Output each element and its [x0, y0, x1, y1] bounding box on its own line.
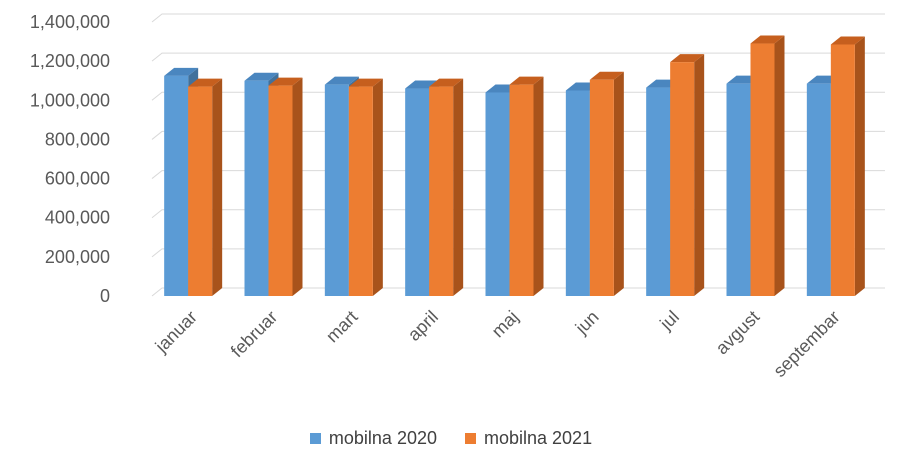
- y-tick-label: 600,000: [45, 169, 110, 189]
- bar-top: [589, 71, 624, 80]
- y-tick-label: 1,000,000: [30, 90, 110, 110]
- x-tick-label: april: [404, 307, 442, 345]
- x-tick-label: septembar: [769, 307, 843, 381]
- y-tick-label: 800,000: [45, 129, 110, 149]
- gridline: [151, 130, 885, 140]
- bar: [164, 75, 189, 296]
- x-tick-label: mart: [322, 307, 362, 347]
- bar-side: [774, 35, 785, 297]
- bar-top: [244, 72, 279, 81]
- x-tick-label: jun: [571, 307, 603, 339]
- bar-side: [694, 54, 705, 296]
- bar: [806, 83, 831, 297]
- bar: [646, 87, 671, 296]
- gridline: [151, 91, 885, 101]
- bar-side: [292, 77, 303, 296]
- y-tick-label: 1,400,000: [30, 12, 110, 32]
- bar-top: [164, 67, 199, 76]
- bar: [750, 43, 775, 297]
- bar-side: [854, 36, 865, 296]
- gridline: [151, 13, 885, 23]
- y-tick-label: 0: [100, 286, 110, 306]
- bar: [726, 83, 751, 297]
- legend-label-2020: mobilna 2020: [328, 428, 437, 448]
- bar-top: [188, 78, 223, 87]
- bar: [188, 86, 213, 296]
- bar: [485, 92, 510, 296]
- bar: [348, 86, 373, 296]
- x-tick-label: jul: [655, 307, 683, 335]
- gridline: [151, 248, 885, 258]
- y-tick-label: 400,000: [45, 208, 110, 228]
- y-tick-label: 200,000: [45, 247, 110, 267]
- legend-item-2021: mobilna 2021: [465, 428, 592, 449]
- bar-top: [509, 76, 544, 85]
- bar-side: [372, 78, 383, 296]
- bar: [670, 62, 695, 296]
- x-tick-label: januar: [151, 307, 201, 357]
- bar: [244, 80, 269, 296]
- legend: mobilna 2020 mobilna 2021: [0, 428, 902, 449]
- legend-label-2021: mobilna 2021: [484, 428, 593, 448]
- bar: [429, 86, 454, 296]
- bar: [324, 84, 349, 296]
- bar: [509, 84, 534, 296]
- bar: [565, 90, 590, 296]
- legend-swatch-2021: [465, 433, 476, 444]
- legend-item-2020: mobilna 2020: [309, 428, 437, 449]
- bar-top: [830, 36, 865, 45]
- x-tick-label: februar: [227, 307, 281, 361]
- bar: [405, 88, 430, 297]
- bar-top: [348, 78, 383, 87]
- bar-top: [268, 77, 303, 86]
- bar-side: [533, 76, 544, 296]
- bar: [589, 79, 614, 296]
- y-tick-label: 1,200,000: [30, 51, 110, 71]
- bar-top: [429, 78, 464, 87]
- gridline: [151, 52, 885, 62]
- bar-top: [750, 35, 785, 44]
- x-tick-label: avgust: [712, 307, 764, 359]
- legend-swatch-2020: [309, 433, 321, 444]
- bar-side: [212, 78, 223, 296]
- bar-side: [613, 71, 624, 296]
- bar-side: [453, 78, 464, 296]
- bar-top: [324, 76, 359, 85]
- gridline: [151, 287, 885, 297]
- bar: [268, 85, 293, 296]
- gridline: [151, 209, 885, 219]
- gridline: [151, 170, 885, 179]
- bar: [830, 44, 855, 296]
- x-tick-label: maj: [488, 307, 523, 342]
- bar-top: [670, 54, 705, 63]
